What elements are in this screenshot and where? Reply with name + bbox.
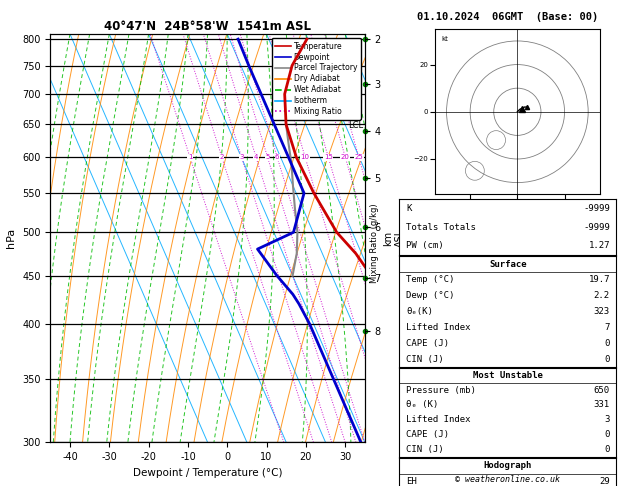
- Text: Pressure (mb): Pressure (mb): [406, 385, 476, 395]
- Text: 4: 4: [254, 155, 259, 160]
- Text: 7: 7: [604, 323, 610, 332]
- Text: 331: 331: [594, 400, 610, 410]
- Y-axis label: hPa: hPa: [6, 228, 16, 248]
- Text: 323: 323: [594, 307, 610, 316]
- Text: 1: 1: [188, 155, 192, 160]
- Text: θₑ(K): θₑ(K): [406, 307, 433, 316]
- Y-axis label: km
ASL: km ASL: [384, 229, 405, 247]
- Text: 1.27: 1.27: [588, 242, 610, 250]
- Text: K: K: [406, 204, 411, 213]
- Text: 650: 650: [594, 385, 610, 395]
- Text: 5: 5: [265, 155, 270, 160]
- Text: Totals Totals: Totals Totals: [406, 223, 476, 232]
- Text: CIN (J): CIN (J): [406, 354, 443, 364]
- Text: 2.2: 2.2: [594, 291, 610, 300]
- Text: 0: 0: [604, 445, 610, 454]
- Text: CAPE (J): CAPE (J): [406, 430, 449, 439]
- Text: 0: 0: [604, 354, 610, 364]
- Text: 10: 10: [301, 155, 309, 160]
- Text: Lifted Index: Lifted Index: [406, 415, 470, 424]
- X-axis label: Dewpoint / Temperature (°C): Dewpoint / Temperature (°C): [133, 468, 282, 478]
- Text: 01.10.2024  06GMT  (Base: 00): 01.10.2024 06GMT (Base: 00): [417, 12, 599, 22]
- Text: Mixing Ratio (g/kg): Mixing Ratio (g/kg): [370, 203, 379, 283]
- Text: kt: kt: [442, 36, 448, 42]
- Text: Temp (°C): Temp (°C): [406, 276, 454, 284]
- Text: PW (cm): PW (cm): [406, 242, 443, 250]
- Text: 6: 6: [275, 155, 279, 160]
- Text: Dewp (°C): Dewp (°C): [406, 291, 454, 300]
- Text: Most Unstable: Most Unstable: [473, 371, 543, 380]
- Text: -9999: -9999: [583, 204, 610, 213]
- Text: © weatheronline.co.uk: © weatheronline.co.uk: [455, 474, 560, 484]
- Legend: Temperature, Dewpoint, Parcel Trajectory, Dry Adiabat, Wet Adiabat, Isotherm, Mi: Temperature, Dewpoint, Parcel Trajectory…: [272, 38, 361, 120]
- Text: Hodograph: Hodograph: [484, 461, 532, 470]
- Text: -9999: -9999: [583, 223, 610, 232]
- Text: 29: 29: [599, 477, 610, 486]
- Text: Lifted Index: Lifted Index: [406, 323, 470, 332]
- Text: CAPE (J): CAPE (J): [406, 339, 449, 347]
- Text: θₑ (K): θₑ (K): [406, 400, 438, 410]
- Text: Surface: Surface: [489, 260, 526, 269]
- Text: 3: 3: [239, 155, 244, 160]
- Text: 20: 20: [341, 155, 350, 160]
- Text: LCL: LCL: [348, 121, 364, 130]
- Text: 19.7: 19.7: [588, 276, 610, 284]
- Text: EH: EH: [406, 477, 416, 486]
- Text: 0: 0: [604, 430, 610, 439]
- Text: 15: 15: [324, 155, 333, 160]
- Text: CIN (J): CIN (J): [406, 445, 443, 454]
- Text: 25: 25: [354, 155, 363, 160]
- Text: 3: 3: [604, 415, 610, 424]
- Text: 2: 2: [220, 155, 224, 160]
- Title: 40°47'N  24B°58'W  1541m ASL: 40°47'N 24B°58'W 1541m ASL: [104, 20, 311, 33]
- Text: 0: 0: [604, 339, 610, 347]
